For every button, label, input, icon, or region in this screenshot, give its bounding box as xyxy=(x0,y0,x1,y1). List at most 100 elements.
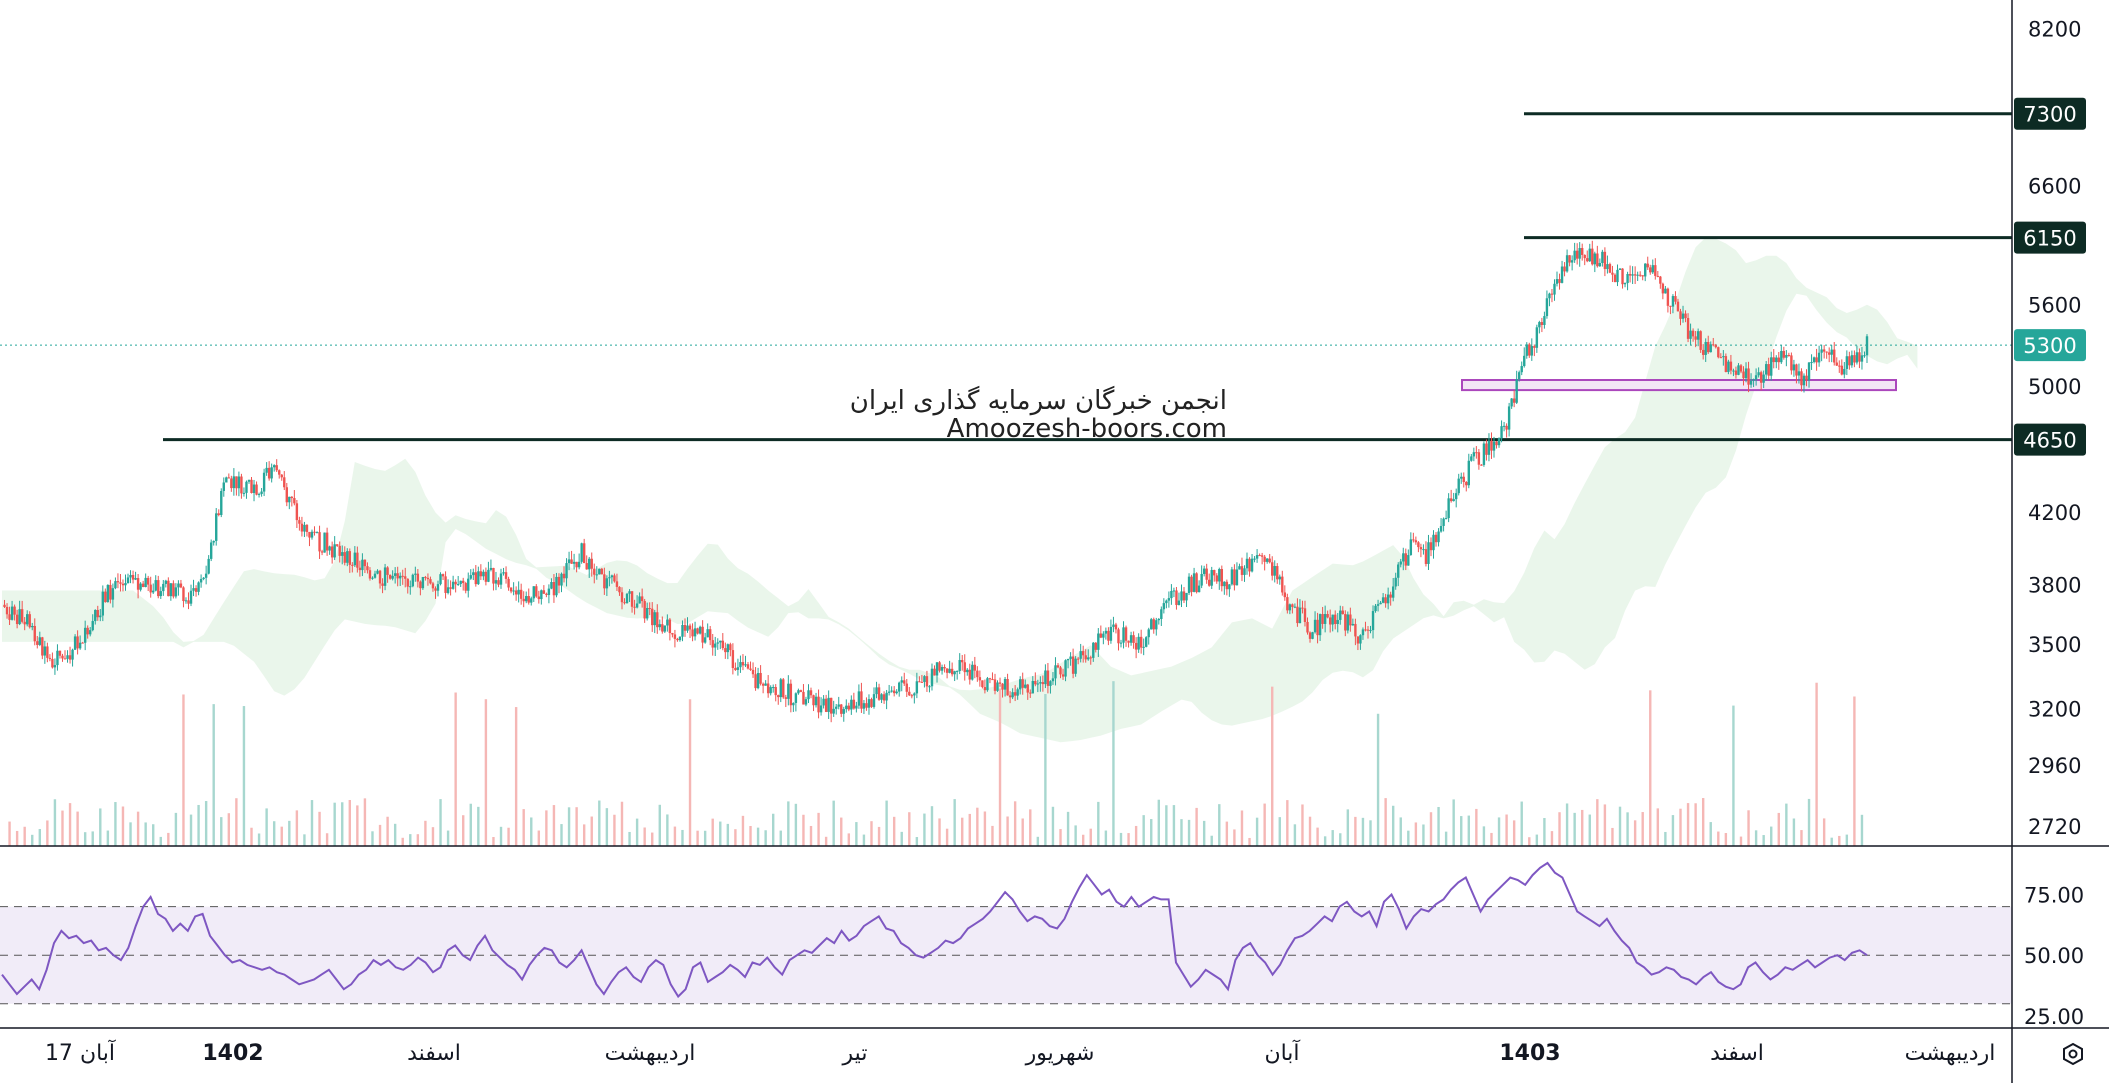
candle-body xyxy=(741,662,745,666)
candle-body xyxy=(1293,606,1297,608)
volume-bar xyxy=(1391,805,1395,846)
candle-body xyxy=(207,558,210,574)
candle-body xyxy=(726,644,730,653)
candle-body xyxy=(1361,629,1365,636)
volume-bar xyxy=(658,804,661,846)
volume-bar xyxy=(318,811,321,846)
candle-body xyxy=(1223,581,1226,587)
candle-body xyxy=(920,681,924,683)
candle-body xyxy=(1427,542,1430,564)
candle-body xyxy=(146,577,150,585)
candle-body xyxy=(1291,604,1294,607)
candle-body xyxy=(507,578,510,588)
candle-body xyxy=(615,581,619,587)
candle-body xyxy=(923,676,926,683)
horizontal-levels[interactable] xyxy=(0,112,2012,442)
cloud-area xyxy=(2,237,1918,743)
candle-body xyxy=(1550,293,1554,295)
candle-body xyxy=(683,624,687,631)
volume-bar xyxy=(1157,799,1161,846)
candle-body xyxy=(197,582,200,592)
volume-bar xyxy=(1354,816,1357,846)
candle-body xyxy=(1628,274,1632,276)
candle-body xyxy=(255,484,258,495)
volume-bar xyxy=(310,800,314,846)
candle-body xyxy=(1434,534,1438,543)
volume-bar xyxy=(1210,835,1213,846)
candle-body xyxy=(1641,275,1644,277)
candle-body xyxy=(305,524,309,532)
candle-body xyxy=(51,658,54,668)
candle-body xyxy=(1497,438,1501,446)
candle-body xyxy=(482,571,485,577)
candle-body xyxy=(832,708,835,714)
candle-body xyxy=(870,699,873,707)
candle-body xyxy=(83,627,87,643)
candle-body xyxy=(802,691,805,705)
volume-bar xyxy=(1271,686,1274,846)
candle-body xyxy=(1742,371,1745,379)
candle-body xyxy=(436,584,440,591)
candle-body xyxy=(630,591,634,607)
candle-body xyxy=(149,584,152,593)
volume-bar xyxy=(31,834,34,846)
volume-bar xyxy=(635,818,639,846)
candles[interactable] xyxy=(3,240,1869,723)
volume-bar xyxy=(136,811,140,846)
candle-body xyxy=(1586,258,1589,262)
candle-body xyxy=(1180,591,1183,601)
candle-body xyxy=(1276,566,1279,580)
candle-body xyxy=(635,603,639,608)
candle-body xyxy=(1623,283,1627,285)
volume-bars xyxy=(8,681,1864,846)
candle-body xyxy=(1303,608,1307,622)
candle-body xyxy=(396,573,399,579)
candle-body xyxy=(1155,620,1158,630)
candle-body xyxy=(535,586,538,597)
candle-body xyxy=(1661,283,1665,294)
candle-body xyxy=(41,637,44,656)
volume-bar xyxy=(1452,799,1455,846)
volume-bar xyxy=(809,825,813,846)
candle-body xyxy=(1739,365,1743,372)
candle-body xyxy=(18,609,21,625)
candle-body xyxy=(1089,657,1092,659)
candle-body xyxy=(1054,665,1057,679)
volume-bar xyxy=(1142,815,1145,846)
volume-bar xyxy=(1399,817,1402,846)
candle-body xyxy=(792,702,795,706)
candle-body xyxy=(293,498,296,504)
candle-body xyxy=(152,590,155,593)
candle-body xyxy=(237,476,241,489)
candle-body xyxy=(1744,368,1748,379)
candle-body xyxy=(754,674,757,689)
candle-body xyxy=(661,624,664,632)
candle-body xyxy=(1540,322,1544,325)
candle-body xyxy=(855,705,858,709)
candle-body xyxy=(63,658,67,660)
candle-body xyxy=(837,704,840,707)
candle-body xyxy=(86,627,89,635)
candle-body xyxy=(1518,372,1521,380)
candle-body xyxy=(1233,569,1236,586)
candle-body xyxy=(78,642,82,649)
candle-body xyxy=(1087,657,1090,660)
candle-body xyxy=(746,664,750,669)
candle-body xyxy=(328,546,331,551)
volume-bar xyxy=(545,810,548,846)
volume-bar xyxy=(1633,820,1637,846)
candle-body xyxy=(1651,265,1654,273)
candle-body xyxy=(1598,262,1602,267)
candle-body xyxy=(1074,658,1077,674)
rsi-tick-label: 75.00 xyxy=(2024,884,2084,908)
candle-body xyxy=(935,662,939,676)
ichimoku-cloud xyxy=(2,237,1918,743)
candle-body xyxy=(1051,678,1055,682)
candle-body xyxy=(1351,623,1355,626)
candle-body xyxy=(766,683,770,694)
candle-body xyxy=(1638,274,1642,276)
support-box xyxy=(1461,379,1897,392)
hexagon-settings-icon[interactable] xyxy=(2063,1042,2083,1066)
